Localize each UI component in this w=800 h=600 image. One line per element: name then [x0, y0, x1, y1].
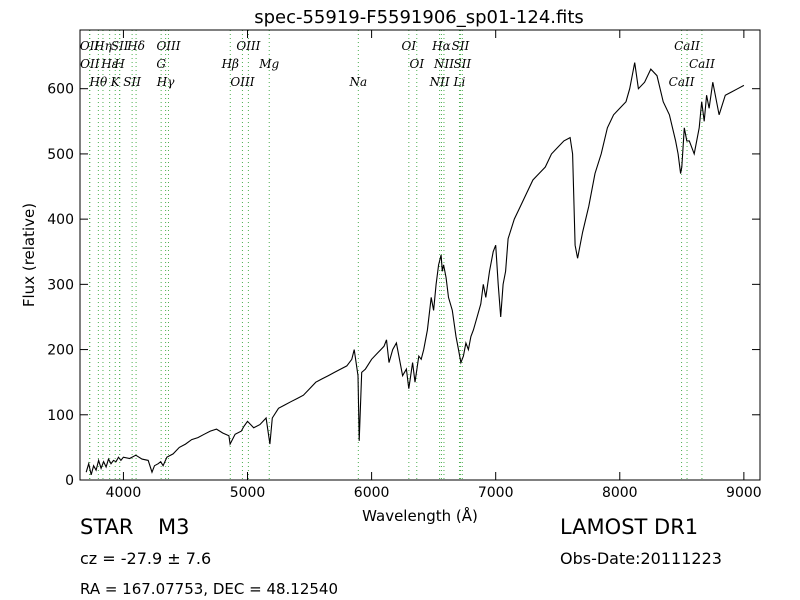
line-marker-label-24: SII	[452, 39, 470, 53]
line-marker-label-12: OIII	[156, 39, 180, 53]
x-tick-label-3: 7000	[478, 485, 514, 501]
x-tick-label-0: 4000	[106, 485, 142, 501]
x-axis-ticks: 4000 5000 6000 7000 8000 9000	[106, 30, 762, 501]
line-marker-label-11: Hγ	[156, 75, 175, 89]
line-marker-label-10: G	[156, 57, 166, 71]
line-marker-label-9: Hδ	[126, 39, 145, 53]
x-tick-label-5: 9000	[726, 485, 762, 501]
line-marker-label-14: OIII	[230, 75, 254, 89]
line-markers	[89, 30, 703, 480]
y-tick-label-2: 200	[47, 343, 74, 359]
line-marker-label-3: Hη	[93, 39, 112, 53]
y-tick-label-5: 500	[47, 147, 74, 163]
plot-frame	[79, 29, 761, 481]
line-marker-label-21: Hα	[431, 39, 451, 53]
object-class: STAR	[80, 515, 134, 539]
line-marker-label-0: OII	[80, 39, 100, 53]
spectrum-line	[85, 62, 745, 475]
line-marker-label-1: OII	[80, 57, 100, 71]
line-marker-label-26: CaII	[669, 75, 695, 89]
line-marker-label-27: CaII	[674, 39, 700, 53]
line-marker-label-25: SII	[453, 57, 471, 71]
coordinates: RA = 167.07753, DEC = 48.12540	[80, 580, 339, 598]
line-marker-label-17: Na	[349, 75, 368, 89]
line-marker-label-4: Hε	[100, 57, 118, 71]
line-marker-label-2: Hθ	[89, 75, 108, 89]
line-marker-label-16: Mg	[258, 57, 279, 71]
y-tick-label-3: 300	[47, 277, 74, 293]
object-subclass: M3	[158, 515, 190, 539]
line-marker-label-22: NII	[433, 57, 454, 71]
line-marker-label-18: OI	[402, 39, 417, 53]
survey-name: LAMOST DR1	[560, 515, 699, 539]
line-marker-label-6: SII	[111, 39, 129, 53]
x-axis-label: Wavelength (Å)	[362, 506, 478, 525]
observation-date: Obs-Date:20111223	[560, 549, 722, 568]
y-tick-label-1: 100	[47, 408, 74, 424]
x-tick-label-4: 8000	[602, 485, 638, 501]
line-marker-label-5: K	[110, 75, 121, 89]
line-marker-label-20: NII	[429, 75, 450, 89]
line-marker-label-15: OIII	[236, 39, 260, 53]
line-marker-label-8: SII	[123, 75, 141, 89]
x-tick-label-2: 6000	[354, 485, 390, 501]
y-tick-label-4: 400	[47, 212, 74, 228]
line-marker-label-13: Hβ	[221, 57, 239, 71]
y-tick-label-6: 600	[47, 82, 74, 98]
redshift-cz: cz = -27.9 ± 7.6	[80, 549, 212, 568]
line-marker-label-23: Li	[453, 75, 466, 89]
line-marker-label-7: H	[113, 57, 125, 71]
x-tick-label-1: 5000	[230, 485, 266, 501]
y-tick-label-0: 0	[65, 473, 74, 489]
y-axis-ticks: 0 100 200 300 400 500 600	[47, 82, 760, 489]
chart-title: spec-55919-F5591906_sp01-124.fits	[254, 7, 584, 28]
line-marker-label-19: OI	[409, 57, 424, 71]
line-marker-labels: OIIOIIHθHηHεKSIIHSIIHδGHγOIIIHβOIIIOIIIM…	[80, 39, 715, 89]
line-marker-label-28: CaII	[689, 57, 715, 71]
y-axis-label: Flux (relative)	[20, 203, 38, 307]
